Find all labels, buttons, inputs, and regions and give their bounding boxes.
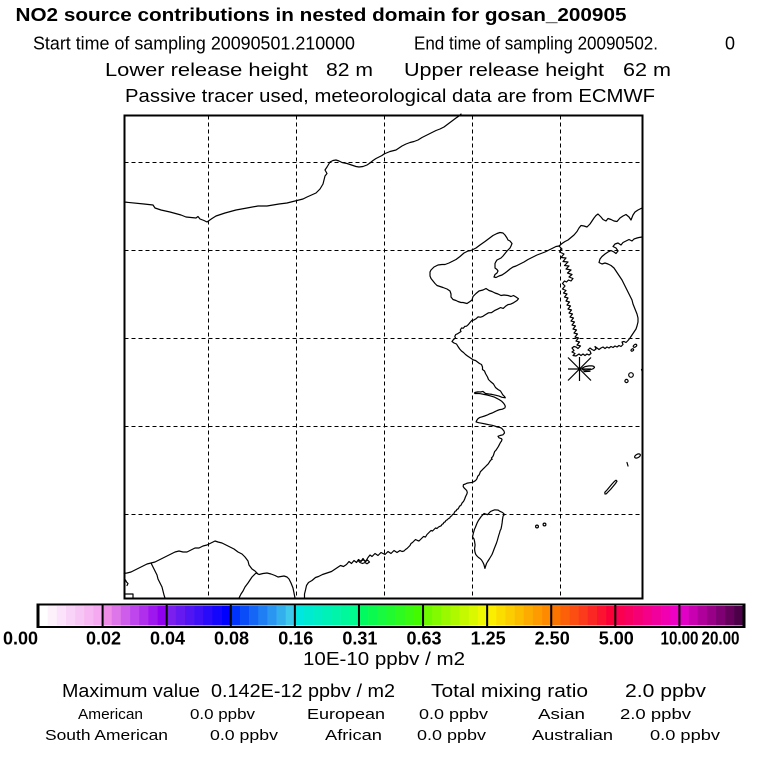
svg-text:20.00: 20.00 [702, 629, 740, 649]
svg-text:2.50: 2.50 [535, 629, 570, 649]
svg-text:Passive tracer used, meteorolo: Passive tracer used, meteorological data… [125, 86, 655, 106]
svg-text:0.02: 0.02 [86, 629, 121, 649]
svg-text:0.31: 0.31 [342, 629, 377, 649]
svg-text:0.04: 0.04 [150, 629, 185, 649]
svg-text:South American: South American [45, 728, 168, 744]
svg-text:62 m: 62 m [623, 60, 671, 80]
svg-text:Start time of sampling 2009050: Start time of sampling 20090501.210000 [33, 34, 355, 54]
svg-text:American: American [78, 707, 143, 723]
svg-text:0.63: 0.63 [406, 629, 441, 649]
svg-text:Upper release height: Upper release height [404, 60, 604, 80]
svg-text:Maximum value: Maximum value [62, 681, 200, 701]
svg-text:0.0 ppbv: 0.0 ppbv [419, 707, 489, 723]
svg-text:10.00: 10.00 [661, 629, 699, 649]
svg-text:0.08: 0.08 [214, 629, 249, 649]
svg-text:10E-10 ppbv / m2: 10E-10 ppbv / m2 [303, 649, 465, 669]
svg-text:0.0 ppbv: 0.0 ppbv [417, 728, 487, 744]
svg-text:0.142E-12 ppbv / m2: 0.142E-12 ppbv / m2 [211, 681, 395, 701]
svg-text:0.00: 0.00 [3, 629, 38, 649]
svg-text:82 m: 82 m [326, 60, 373, 80]
svg-text:5.00: 5.00 [599, 629, 634, 649]
svg-text:End time of sampling 20090502.: End time of sampling 20090502. [414, 34, 658, 54]
svg-text:Australian: Australian [532, 728, 613, 744]
svg-text:Lower release height: Lower release height [105, 60, 308, 80]
svg-text:1.25: 1.25 [471, 629, 506, 649]
svg-text:European: European [307, 707, 385, 723]
svg-text:0.0 ppbv: 0.0 ppbv [650, 728, 721, 744]
svg-text:0.0 ppbv: 0.0 ppbv [210, 728, 279, 744]
svg-text:0: 0 [725, 34, 735, 54]
svg-text:Total mixing ratio: Total mixing ratio [431, 681, 588, 701]
svg-text:0.16: 0.16 [278, 629, 313, 649]
svg-text:Asian: Asian [538, 707, 585, 723]
svg-text:2.0 ppbv: 2.0 ppbv [625, 681, 706, 701]
svg-text:African: African [325, 728, 382, 744]
svg-text:2.0 ppbv: 2.0 ppbv [620, 707, 692, 723]
svg-text:0.0 ppbv: 0.0 ppbv [190, 707, 256, 723]
svg-text:NO2 source contributions in ne: NO2 source contributions in nested domai… [16, 4, 627, 25]
